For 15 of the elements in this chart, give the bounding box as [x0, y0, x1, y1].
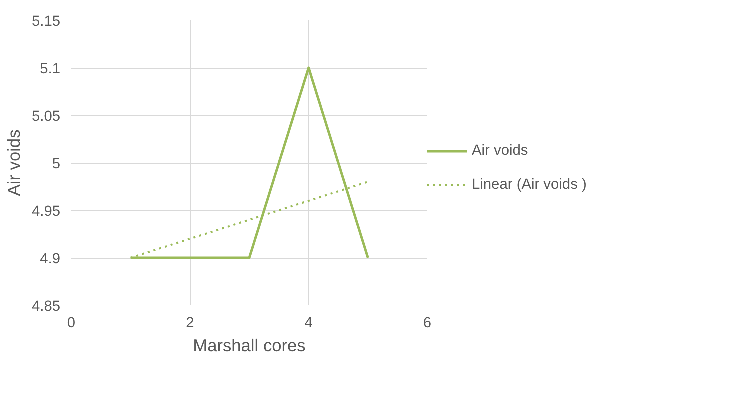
x-axis-title: Marshall cores — [193, 336, 306, 356]
y-tick-label: 4.95 — [32, 204, 61, 220]
y-axis-title: Air voids — [4, 129, 24, 196]
legend-label: Air voids — [472, 143, 528, 159]
y-tick-label: 5.15 — [32, 14, 61, 30]
y-tick-label: 4.85 — [32, 299, 61, 315]
x-tick-label: 0 — [67, 316, 76, 332]
x-tick-label: 2 — [186, 316, 194, 332]
y-tick-label: 5.1 — [40, 62, 60, 78]
x-tick-label: 4 — [304, 316, 313, 332]
y-tick-label: 4.9 — [40, 252, 60, 268]
y-tick-label: 5 — [52, 156, 61, 172]
y-tick-label: 5.05 — [32, 109, 61, 125]
legend-label: Linear (Air voids ) — [472, 177, 587, 193]
x-tick-label: 6 — [423, 316, 432, 332]
